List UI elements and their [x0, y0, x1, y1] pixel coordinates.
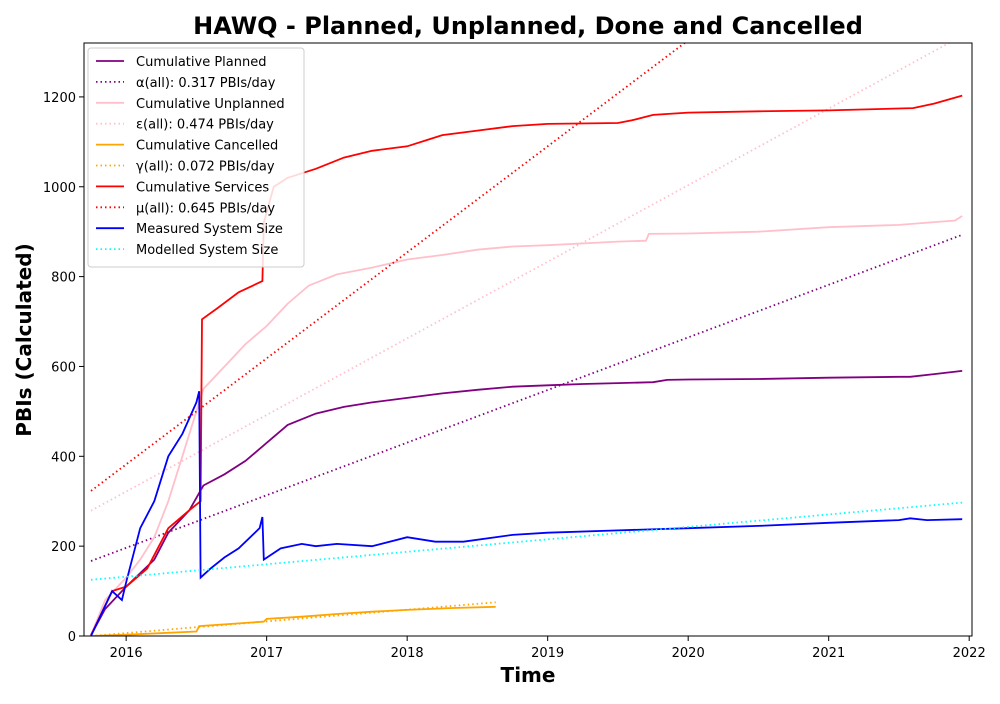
legend-label-1: α(all): 0.317 PBIs/day: [136, 76, 276, 91]
x-axis-label: Time: [501, 663, 556, 687]
y-tick-label: 400: [51, 450, 76, 465]
series-line-8: [90, 390, 963, 636]
series-line-4: [90, 605, 496, 636]
plot-frame: [83, 42, 973, 637]
x-tick-label: 2021: [812, 646, 845, 661]
chart-title: HAWQ - Planned, Unplanned, Done and Canc…: [193, 12, 863, 40]
y-axis-label: PBIs (Calculated): [12, 243, 36, 436]
y-tick-label: 1200: [43, 91, 76, 106]
series-line-7: [90, 43, 687, 492]
y-tick-label: 200: [51, 540, 76, 555]
x-tick-label: 2020: [672, 646, 705, 661]
legend-label-8: Measured System Size: [136, 222, 283, 237]
legend-label-2: Cumulative Unplanned: [136, 97, 285, 112]
series-line-5: [90, 601, 496, 636]
x-tick-label: 2017: [250, 646, 283, 661]
series-line-1: [90, 233, 963, 562]
legend: Cumulative Planned α(all): 0.317 PBIs/day…: [87, 47, 305, 268]
y-tick-label: 0: [68, 630, 76, 645]
x-tick-label: 2018: [391, 646, 424, 661]
series-line-2: [90, 215, 963, 636]
x-tick-label: 2019: [531, 646, 564, 661]
series-line-9: [90, 501, 963, 581]
y-tick-label: 600: [51, 360, 76, 375]
legend-label-7: μ(all): 0.645 PBIs/day: [136, 201, 275, 216]
legend-label-3: ε(all): 0.474 PBIs/day: [136, 118, 274, 133]
series-line-3: [90, 43, 951, 512]
legend-label-4: Cumulative Cancelled: [136, 139, 278, 154]
series-line-0: [90, 370, 963, 636]
legend-label-0: Cumulative Planned: [136, 55, 266, 70]
y-tick-label: 800: [51, 271, 76, 286]
x-tick-label: 2022: [953, 646, 986, 661]
legend-label-5: γ(all): 0.072 PBIs/day: [136, 160, 275, 175]
legend-label-6: Cumulative Services: [136, 180, 269, 195]
axes-layer: 2016 2017 2018 2019 2020 2021 2022 0 200 400 600 80…: [43, 91, 986, 661]
x-tick-label: 2016: [110, 646, 143, 661]
y-tick-label: 1000: [43, 181, 76, 196]
legend-box: [87, 47, 305, 268]
series-layer: [90, 43, 963, 636]
series-line-6: [90, 94, 963, 636]
legend-label-9: Modelled System Size: [136, 243, 278, 258]
